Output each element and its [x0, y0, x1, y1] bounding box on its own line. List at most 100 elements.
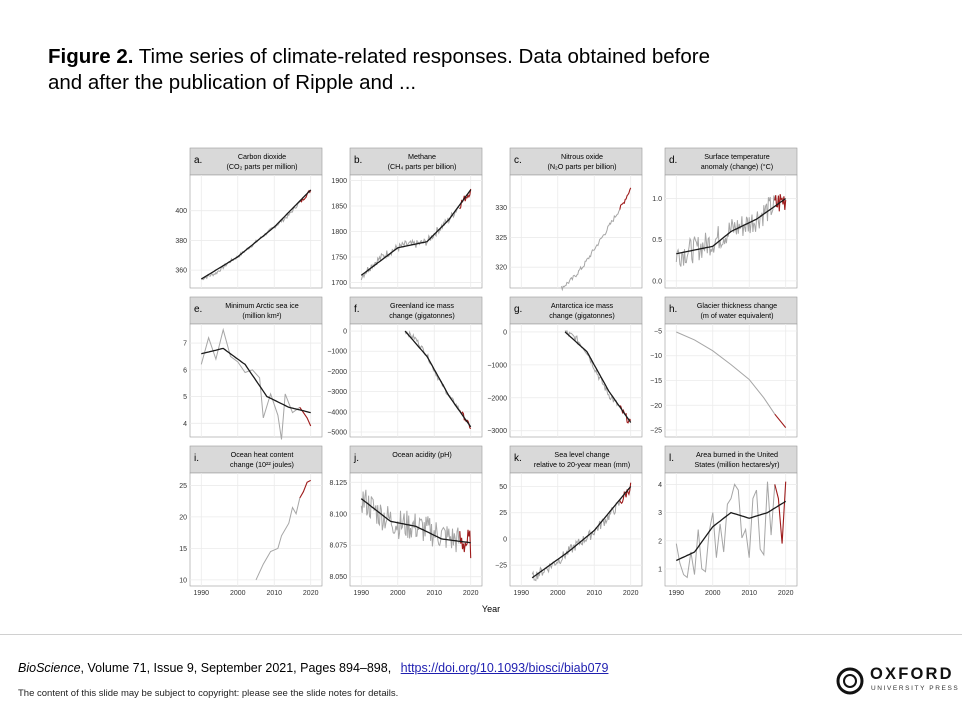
x-tick-label: 2010: [741, 590, 757, 597]
citation: BioScience, Volume 71, Issue 9, Septembe…: [18, 661, 608, 675]
y-tick-label: −5000: [327, 429, 347, 436]
plot-area: [189, 472, 323, 587]
panel-a: a. Carbon dioxide(CO₂ parts per million) 3…: [175, 147, 323, 289]
panel-title: change (gigatonnes): [549, 311, 615, 320]
y-tick-label: 0.5: [652, 237, 662, 244]
series-after: [459, 188, 472, 210]
x-tick-label: 2000: [550, 590, 566, 597]
x-tick-label: 2010: [586, 590, 602, 597]
plot-area: [509, 472, 643, 587]
trend-line: [676, 500, 787, 562]
logo-subtitle: UNIVERSITY PRESS: [871, 685, 960, 692]
panel-letter: e.: [194, 304, 202, 315]
y-tick-label: −4000: [327, 409, 347, 416]
y-tick-label: 0: [503, 329, 507, 336]
y-tick-label: 360: [175, 268, 187, 275]
trend-line: [360, 189, 472, 276]
y-tick-label: 1800: [331, 229, 347, 236]
panel-title: relative to 20-year mean (mm): [534, 460, 630, 469]
y-tick-label: 0: [343, 329, 347, 336]
panel-strip: [349, 147, 483, 176]
y-tick-label: 25: [179, 483, 187, 490]
panel-c: c. Nitrous oxide(N₂O parts per billion) 32…: [495, 147, 643, 292]
trend-line: [360, 498, 471, 544]
climate-figure: a. Carbon dioxide(CO₂ parts per million) 3…: [175, 147, 798, 614]
y-tick-label: 320: [495, 265, 507, 272]
panel-title: Greenland ice mass: [390, 301, 454, 310]
trend-line: [676, 198, 787, 255]
x-tick-label: 1990: [669, 590, 685, 597]
y-tick-label: −20: [650, 403, 662, 410]
x-tick-label: 2000: [390, 590, 406, 597]
y-tick-label: 380: [175, 238, 187, 245]
panel-letter: l.: [669, 453, 674, 464]
trend-line: [404, 330, 472, 428]
footer-divider: [0, 634, 962, 635]
panel-title: Surface temperature: [704, 152, 770, 161]
copyright-notice: The content of this slide may be subject…: [18, 688, 399, 699]
series-before: [676, 331, 776, 415]
y-tick-label: 1900: [331, 178, 347, 185]
y-tick-label: 7: [183, 341, 187, 348]
series-before: [200, 327, 301, 440]
panel-title: (CO₂ parts per million): [226, 162, 297, 171]
x-tick-label: 2020: [303, 590, 319, 597]
series-before: [560, 209, 621, 292]
x-tick-label: 2020: [778, 590, 794, 597]
panel-title: States (million hectares/yr): [694, 460, 779, 469]
x-tick-label: 1990: [514, 590, 530, 597]
x-tick-label: 1990: [354, 590, 370, 597]
y-tick-label: 3: [658, 510, 662, 517]
series-after: [774, 413, 787, 428]
panel-title: (million km²): [242, 311, 281, 320]
panel-strip: [664, 445, 798, 474]
y-tick-label: 4: [658, 482, 662, 489]
y-tick-label: 6: [183, 367, 187, 374]
journal-name: BioScience: [18, 661, 81, 675]
plot-area: [664, 472, 798, 587]
trend-line: [200, 189, 312, 280]
panel-title: Minimum Arctic sea ice: [225, 301, 299, 310]
doi-link[interactable]: https://doi.org/10.1093/biosci/biab079: [400, 661, 609, 675]
x-tick-label: 2010: [266, 590, 282, 597]
logo-wordmark: OXFORD: [870, 665, 954, 683]
panel-letter: j.: [353, 453, 359, 464]
panel-letter: a.: [194, 155, 202, 166]
panel-title: change (gigatonnes): [389, 311, 455, 320]
series-after: [774, 481, 787, 544]
y-tick-label: 1750: [331, 254, 347, 261]
panel-title: Antarctica ice mass: [551, 301, 614, 310]
panel-letter: k.: [514, 453, 522, 464]
series-before: [531, 500, 621, 582]
x-tick-label: 2020: [463, 590, 479, 597]
panel-strip: [664, 147, 798, 176]
series-after: [619, 187, 632, 210]
panel-letter: b.: [354, 155, 362, 166]
y-tick-label: −3000: [327, 389, 347, 396]
panel-title: Carbon dioxide: [238, 152, 286, 161]
panel-letter: h.: [669, 304, 677, 315]
panel-strip: [664, 296, 798, 325]
panel-title: change (10²² joules): [230, 460, 294, 469]
y-tick-label: 1.0: [652, 196, 662, 203]
series-before: [255, 497, 301, 581]
x-tick-label: 2020: [623, 590, 639, 597]
series-before: [360, 206, 461, 281]
y-tick-label: 15: [179, 546, 187, 553]
figure-caption: Time series of climate-related responses…: [48, 45, 711, 94]
y-tick-label: −25: [650, 428, 662, 435]
panel-letter: f.: [354, 304, 360, 315]
y-tick-label: 8.050: [329, 574, 347, 581]
series-after: [459, 529, 472, 559]
panel-h: h. Glacier thickness change(m of water eq…: [650, 296, 798, 438]
y-tick-label: 1700: [331, 280, 347, 287]
y-tick-label: −2000: [487, 395, 507, 402]
y-tick-label: 10: [179, 577, 187, 584]
plot-area: [189, 174, 323, 289]
citation-details: , Volume 71, Issue 9, September 2021, Pa…: [80, 661, 395, 675]
panel-title: Ocean acidity (pH): [392, 450, 452, 459]
y-tick-label: −25: [495, 563, 507, 570]
oxford-logo-icon[interactable]: [836, 664, 952, 698]
